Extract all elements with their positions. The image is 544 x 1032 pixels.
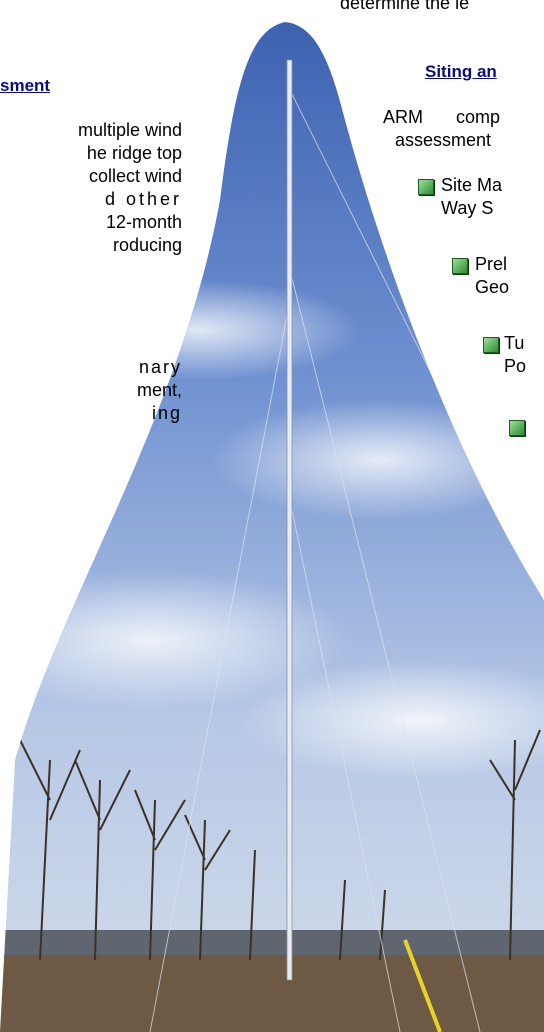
right-text-line: ARM comp (383, 106, 500, 129)
tower-photo (0, 0, 544, 1032)
left-heading: sment (0, 74, 50, 97)
bullet-text: Prel (475, 253, 507, 276)
left-text-line: nary (139, 356, 182, 379)
bullet-text: Way S (441, 197, 493, 220)
left-text-line: d other (105, 188, 182, 211)
page: determine the le sment multiple wind he … (0, 0, 544, 1032)
left-text-line: multiple wind (78, 119, 182, 142)
bullet-icon (509, 420, 525, 436)
bullet-text: Tu (504, 332, 524, 355)
left-text-line: roducing (113, 234, 182, 257)
bullet-text: Site Ma (441, 174, 502, 197)
left-text-line: collect wind (89, 165, 182, 188)
bullet-icon (418, 179, 434, 195)
left-text-line: ing (152, 402, 182, 425)
bullet-icon (483, 337, 499, 353)
photo (0, 0, 544, 1032)
bullet-text: Po (504, 355, 526, 378)
left-text-line: ment, (137, 379, 182, 402)
right-heading: Siting an (425, 60, 497, 83)
right-text-line: assessment (395, 129, 491, 152)
left-text-line: he ridge top (87, 142, 182, 165)
top-line: determine the le (340, 0, 469, 15)
left-text-line: 12-month (106, 211, 182, 234)
bullet-icon (452, 258, 468, 274)
bullet-text: Geo (475, 276, 509, 299)
